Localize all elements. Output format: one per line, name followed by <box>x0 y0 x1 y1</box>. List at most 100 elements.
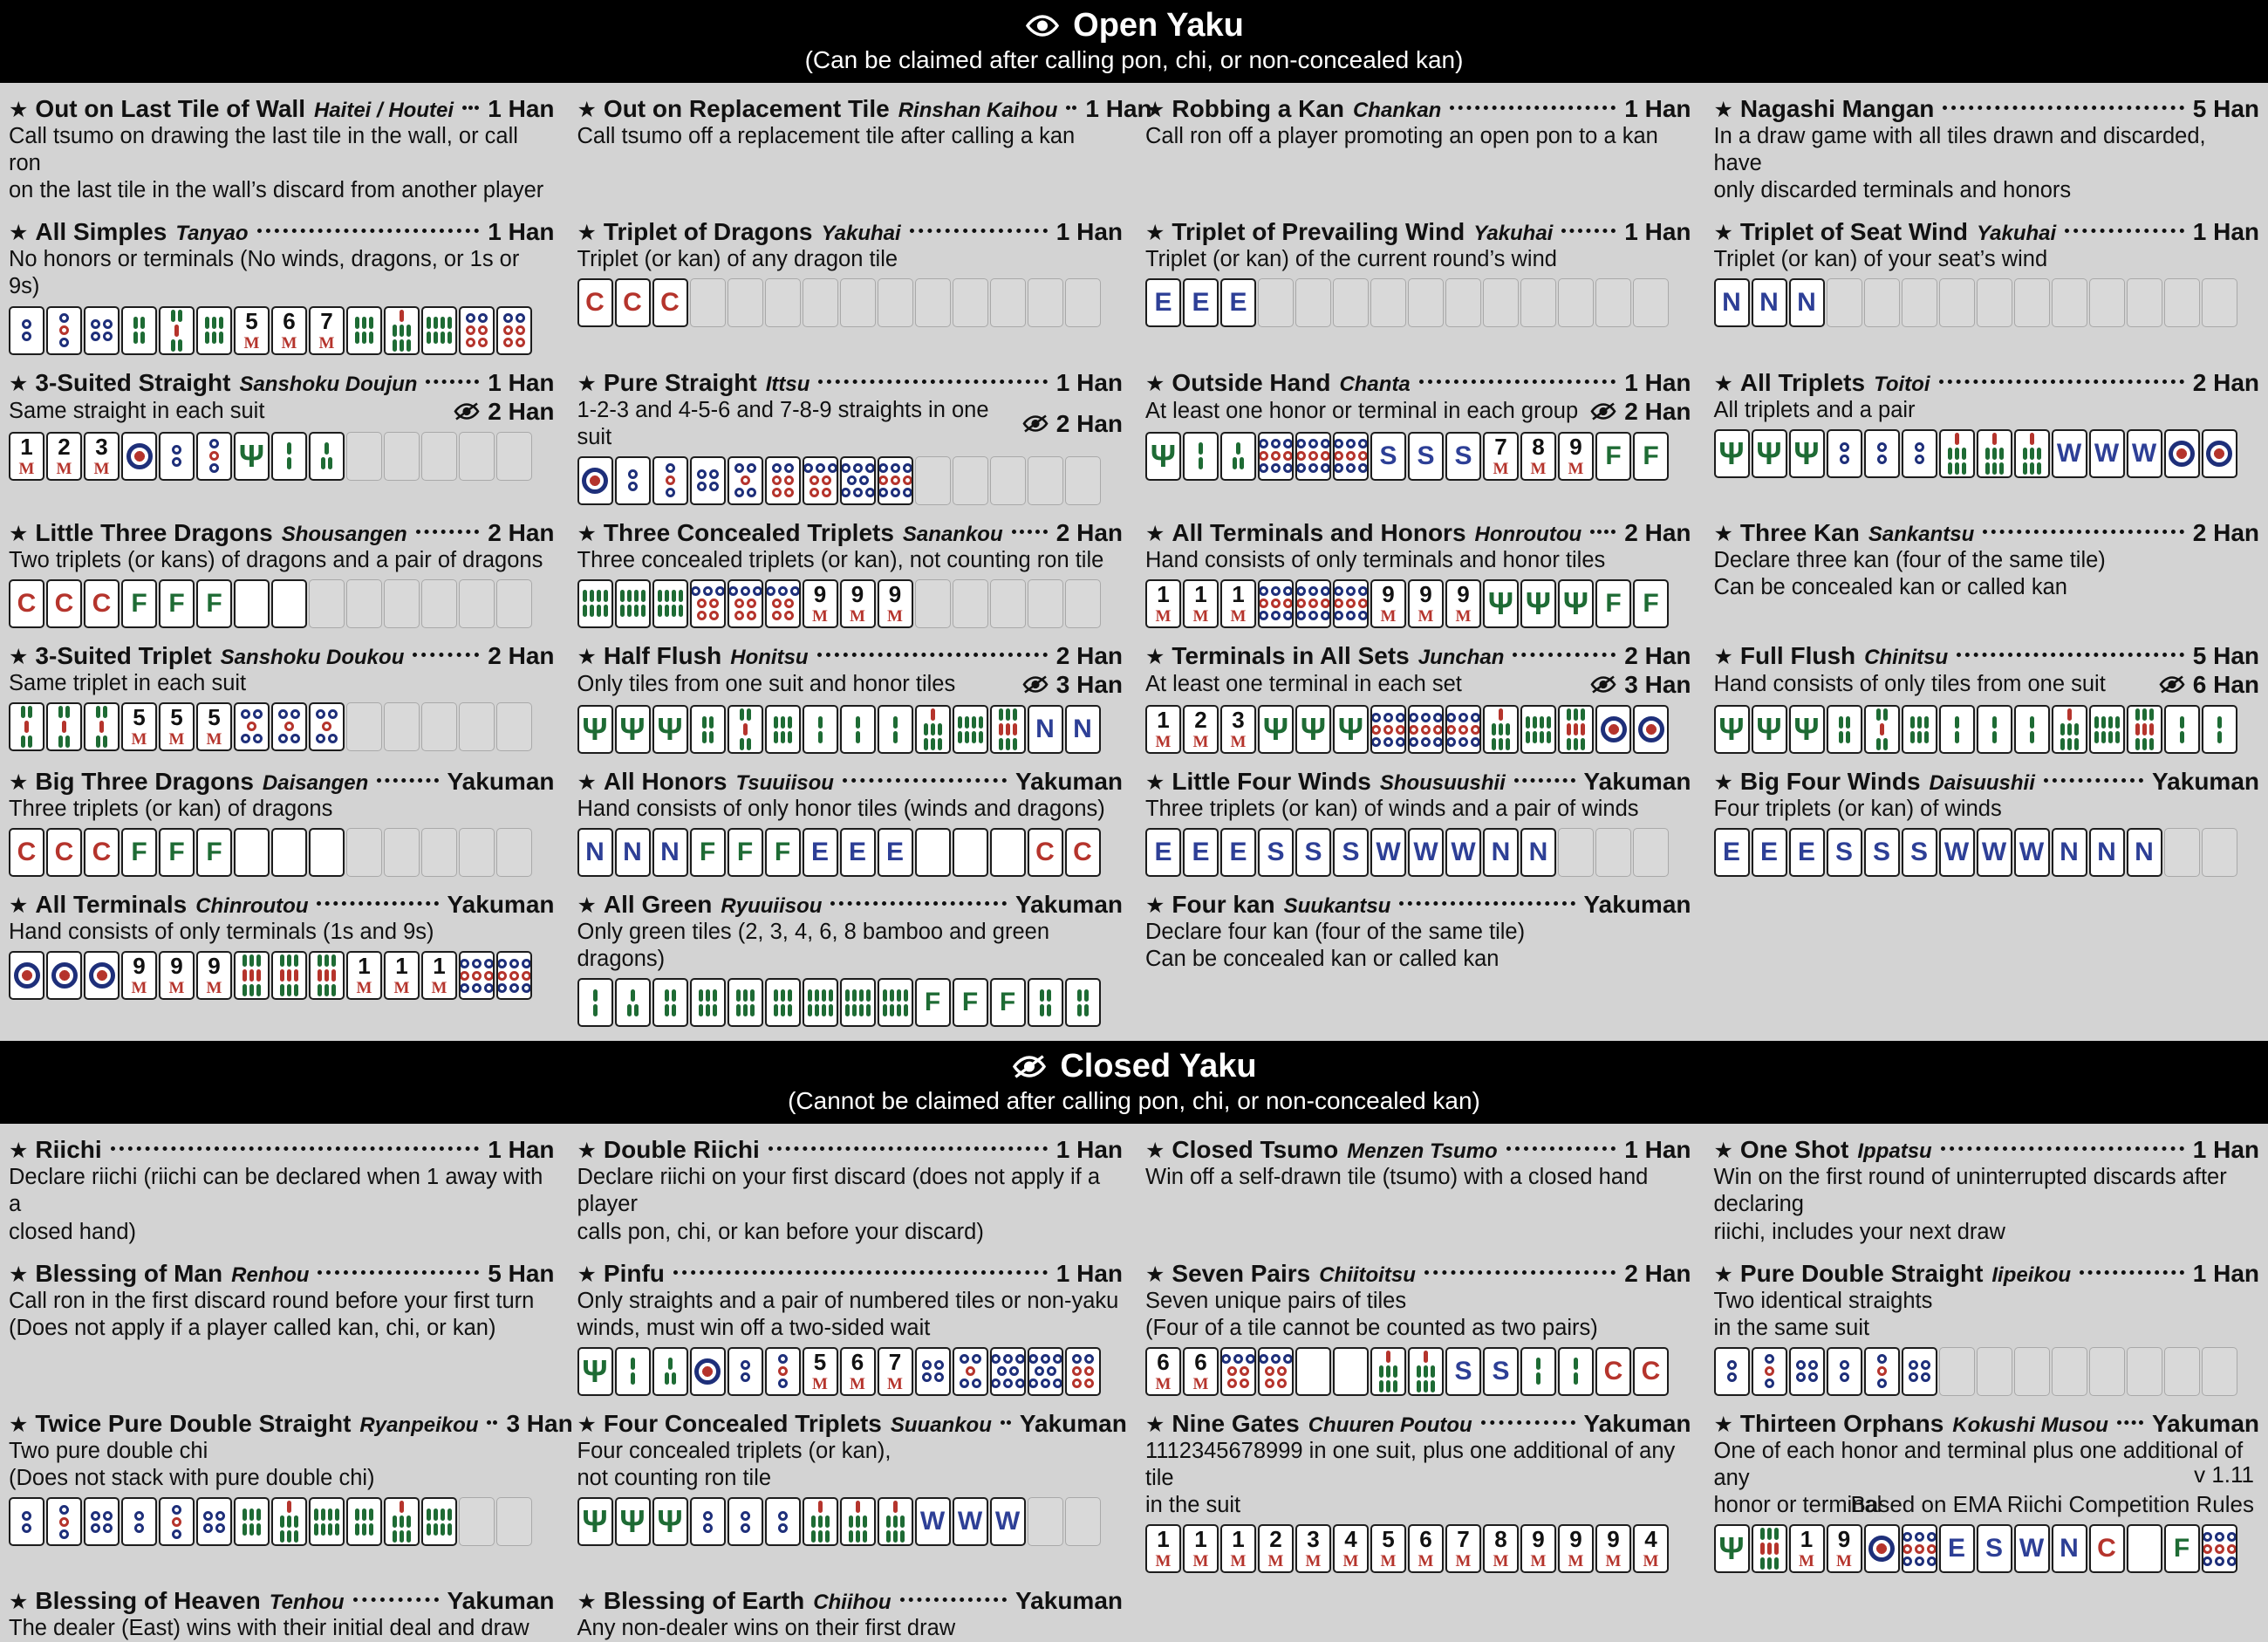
tile-5-sou <box>84 701 120 751</box>
dotted-leader <box>413 652 480 657</box>
bamboo-stick <box>280 984 284 997</box>
tile-1-sou: Ψ <box>577 705 613 755</box>
red-dragon-glyph: C <box>1641 1356 1661 1385</box>
yaku-title-line: ★ Blessing of Man Renhou 5 Han <box>9 1260 555 1288</box>
bamboo-stick <box>1236 442 1240 455</box>
tile-2-sou <box>1938 705 1975 755</box>
tile-red-dragon: C <box>9 828 44 878</box>
yaku-title-line: ★ Double Riichi 1 Han <box>577 1136 1124 1164</box>
red-dragon-glyph: C <box>2097 1534 2116 1563</box>
man-number: 1 <box>1232 1526 1245 1553</box>
bamboo-stick <box>735 989 741 1002</box>
tile-6-sou <box>764 705 801 755</box>
green-dragon-glyph: F <box>999 988 1016 1017</box>
bamboo-stick <box>810 1530 816 1543</box>
tile-red-dragon: C <box>1027 828 1063 878</box>
empty-tile-slot <box>914 578 951 628</box>
bamboo-stick <box>824 1515 830 1529</box>
pin-dot <box>1227 1366 1237 1377</box>
section-header-open-yaku: Open Yaku (Can be claimed after calling p… <box>0 0 2268 83</box>
bamboo-stick <box>21 705 25 718</box>
bamboo-stick <box>787 715 792 729</box>
description-text: honor or terminal <box>1713 1493 1882 1518</box>
bamboo-stick <box>2036 462 2041 475</box>
tile-green-dragon: F <box>689 828 726 878</box>
west-wind-glyph: W <box>1413 838 1438 867</box>
pin-dot <box>1914 1556 1924 1566</box>
yaku-name: 3-Suited Straight <box>35 368 231 396</box>
man-number: 1 <box>1157 707 1170 734</box>
pin-dot <box>971 1354 981 1365</box>
pin-dot <box>503 338 513 348</box>
tile-red-dragon: C <box>652 278 688 328</box>
tile-south-wind: S <box>1445 431 1481 481</box>
yaku-description: Seven unique pairs of tiles <box>1145 1288 1691 1315</box>
pin-dot <box>1260 1354 1268 1365</box>
han-value: 1 Han <box>2192 1259 2259 1287</box>
star-icon: ★ <box>577 371 597 396</box>
pin-dot <box>1726 1372 1737 1383</box>
tile-2-sou <box>2163 705 2200 755</box>
bamboo-stick <box>243 984 247 997</box>
empty-tile-slot <box>2088 1346 2125 1396</box>
tile-east-wind: E <box>1713 828 1750 878</box>
tile-red-dragon: C <box>2088 1524 2125 1574</box>
man-suit-mark: M <box>1230 733 1247 752</box>
bamboo-stick <box>1909 715 1915 729</box>
tile-north-wind: N <box>1064 705 1101 755</box>
bamboo-stick <box>1199 442 1203 455</box>
han-value: 1 Han <box>1624 368 1691 396</box>
tile-6-sou <box>234 1497 270 1547</box>
tile-8-sou <box>1520 705 1556 755</box>
tile-7-sou <box>914 705 951 755</box>
bamboo-bird-glyph: Ψ <box>1262 711 1289 748</box>
bamboo-stick <box>971 730 976 743</box>
bamboo-stick <box>393 1530 397 1543</box>
empty-tile-slot <box>421 701 457 751</box>
tile-3-pin <box>1751 1346 1787 1396</box>
bamboo-stick <box>664 605 669 618</box>
tile-white-dragon <box>952 828 988 878</box>
tile-1-sou: Ψ <box>577 1497 613 1547</box>
bamboo-stick <box>294 984 298 997</box>
description-text: Can be concealed kan or called kan <box>1145 947 1499 972</box>
bamboo-stick <box>1845 730 1850 743</box>
pin-dot <box>1839 1372 1849 1383</box>
closed-bonus: 3 Han <box>1021 670 1123 700</box>
yaku-description: calls pon, chi, or kan before your disca… <box>577 1219 1124 1246</box>
pin-dot <box>841 488 850 498</box>
star-icon: ★ <box>577 1262 597 1287</box>
pin-dot <box>328 709 338 720</box>
closed-han-value: 6 Han <box>2192 670 2259 698</box>
yaku-description: honor or terminal <box>1714 1492 2260 1519</box>
bamboo-stick <box>1759 1543 1765 1556</box>
bamboo-stick <box>1424 1379 1428 1392</box>
yaku-name: Nagashi Mangan <box>1739 95 1935 122</box>
bamboo-stick <box>885 1515 891 1529</box>
tile-5-pin <box>952 1346 988 1396</box>
tile-9-pin <box>459 951 495 1001</box>
tile-west-wind: W <box>1408 828 1444 878</box>
yaku-title-line: ★ All Terminals Chinroutou Yakuman <box>9 891 555 919</box>
empty-tile-slot <box>1408 278 1444 328</box>
yaku-description: Same straight in each suit 2 Han <box>9 397 555 427</box>
man-suit-mark: M <box>1155 733 1172 752</box>
section-subtitle: (Can be claimed after calling pon, chi, … <box>804 46 1464 73</box>
tile-2-sou <box>1976 705 2012 755</box>
pin-dot <box>627 469 638 480</box>
tile-6-sou <box>727 978 763 1028</box>
man-suit-mark: M <box>356 979 372 998</box>
tile-2-sou <box>1558 1346 1594 1396</box>
bamboo-stick <box>1879 723 1884 736</box>
south-wind-glyph: S <box>1379 441 1397 470</box>
